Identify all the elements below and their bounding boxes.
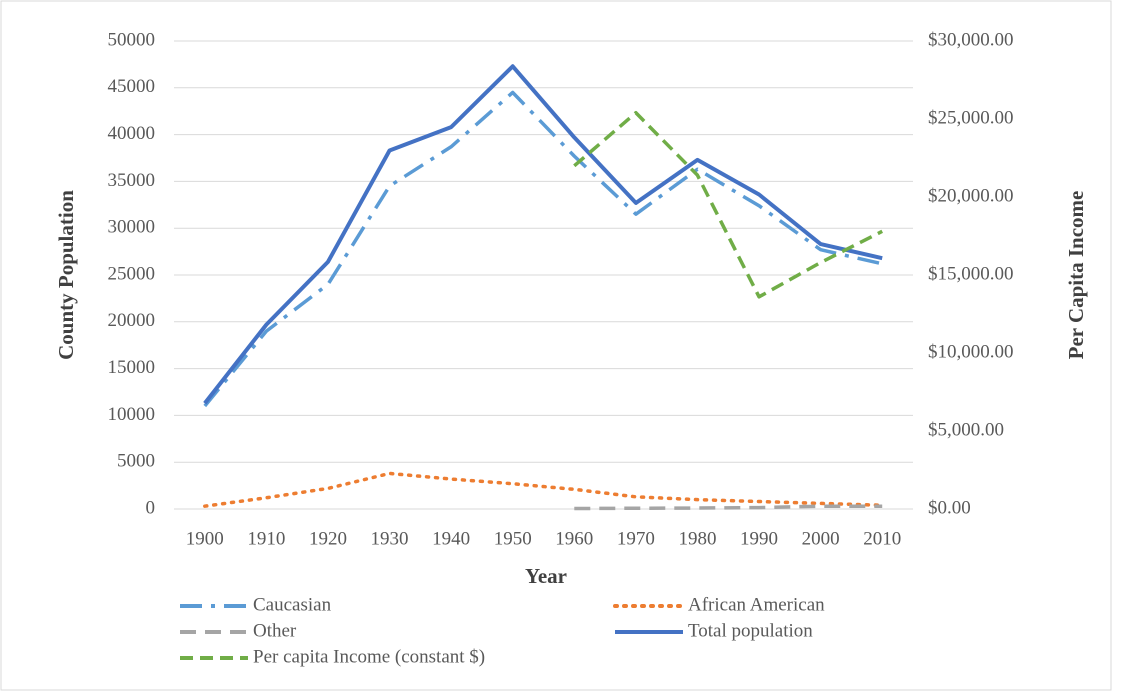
y-tick-label: 45000 <box>108 76 156 97</box>
y-tick-label: 0 <box>146 497 156 518</box>
y2-tick-label: $10,000.00 <box>928 341 1014 362</box>
x-tick-label: 2010 <box>863 528 901 549</box>
line-series <box>203 64 883 405</box>
y-axis-title: County Population <box>54 190 78 360</box>
y-tick-label: 25000 <box>108 263 156 284</box>
y2-tick-label: $0.00 <box>928 497 971 518</box>
x-tick-label: 1920 <box>309 528 347 549</box>
x-axis-title: Year <box>525 564 567 588</box>
y2-tick-label: $5,000.00 <box>928 419 1004 440</box>
y-tick-label: 30000 <box>108 217 156 238</box>
line-series <box>573 111 883 299</box>
x-tick-label: 1980 <box>678 528 716 549</box>
x-tick-label: 1930 <box>371 528 409 549</box>
y-tick-label: 10000 <box>108 404 156 425</box>
y2-axis-title: Per Capita Income <box>1064 191 1088 360</box>
x-tick-label: 1960 <box>555 528 593 549</box>
legend-label: Total population <box>688 620 813 641</box>
x-tick-label: 2000 <box>802 528 840 549</box>
line-series <box>203 90 883 408</box>
x-tick-label: 1970 <box>617 528 655 549</box>
line-series <box>574 504 883 511</box>
y2-tick-label: $25,000.00 <box>928 107 1014 128</box>
y-tick-label: 50000 <box>108 29 156 50</box>
legend-label: Other <box>253 620 297 641</box>
y-tick-label: 20000 <box>108 310 156 331</box>
y-tick-label: 35000 <box>108 170 156 191</box>
y2-tick-label: $30,000.00 <box>928 29 1014 50</box>
legend-label: African American <box>688 594 825 615</box>
legend-label: Caucasian <box>253 594 332 615</box>
x-tick-label: 1950 <box>494 528 532 549</box>
legend-label: Per capita Income (constant $) <box>253 646 485 667</box>
y-tick-label: 15000 <box>108 357 156 378</box>
x-tick-label: 1940 <box>432 528 470 549</box>
y2-tick-label: $15,000.00 <box>928 263 1014 284</box>
x-tick-label: 1910 <box>247 528 285 549</box>
x-tick-label: 1990 <box>740 528 778 549</box>
y-tick-label: 5000 <box>117 451 155 472</box>
y-tick-label: 40000 <box>108 123 156 144</box>
y2-tick-label: $20,000.00 <box>928 185 1014 206</box>
line-series <box>203 471 884 508</box>
x-tick-label: 1900 <box>186 528 224 549</box>
